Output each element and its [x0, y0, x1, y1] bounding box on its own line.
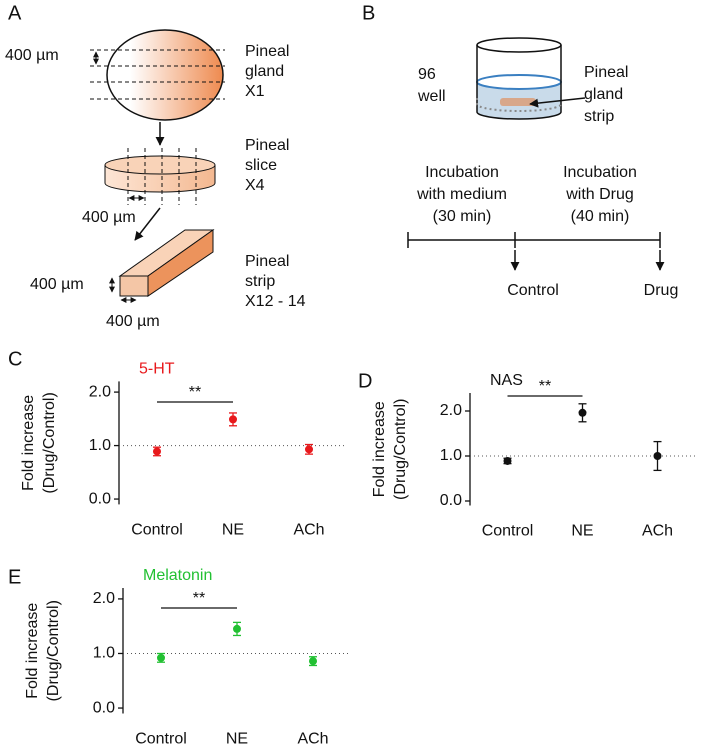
y-axis-label: Fold increase — [24, 603, 41, 699]
data-point — [305, 445, 313, 454]
well-label: well — [417, 88, 446, 105]
significance-label: ** — [189, 384, 201, 401]
slice-label: X4 — [245, 177, 265, 194]
measure-label: 400 µm — [82, 209, 136, 226]
strip-shape — [118, 229, 215, 297]
y-tick-label: 0.0 — [440, 492, 462, 509]
x-tick-label: NE — [226, 731, 248, 748]
slice-label: slice — [245, 157, 277, 174]
liquid-surface — [476, 74, 562, 90]
cut-lines — [127, 148, 197, 205]
measure-label: 400 µm — [5, 47, 59, 64]
data-point — [233, 624, 241, 633]
y-tick-label: 0.0 — [93, 699, 115, 716]
chart-title: NAS — [490, 372, 523, 389]
y-axis-label: (Drug/Control) — [45, 600, 62, 701]
significance-label: ** — [539, 378, 551, 395]
cut-lines — [90, 49, 225, 100]
well-top — [476, 37, 562, 53]
panel-label: E — [8, 566, 21, 588]
x-tick-label: NE — [222, 522, 244, 539]
y-tick-label: 0.0 — [89, 490, 111, 507]
timepoint-label: Control — [507, 282, 559, 299]
y-tick-label: 1.0 — [93, 645, 115, 662]
x-tick-label: Control — [131, 522, 183, 539]
phase-label: (30 min) — [433, 208, 492, 225]
gland-label: gland — [245, 63, 284, 80]
data-point — [503, 456, 512, 465]
phase-label: with Drug — [565, 186, 634, 203]
x-tick-label: ACh — [297, 731, 328, 748]
well-wall — [476, 45, 562, 120]
gland-label: Pineal — [245, 43, 289, 60]
well-label: 96 — [418, 66, 436, 83]
data-point — [653, 452, 662, 460]
panel-label: B — [362, 2, 375, 24]
y-tick-label: 2.0 — [93, 590, 115, 607]
x-tick-label: ACh — [293, 522, 324, 539]
phase-label: (40 min) — [571, 208, 630, 225]
panel-label: D — [358, 370, 372, 392]
x-tick-label: ACh — [642, 523, 673, 540]
strip-in-well — [500, 98, 536, 106]
y-axis-label: Fold increase — [20, 395, 37, 491]
panel-b: B 96 well Pineal gland strip Incubation … — [362, 2, 678, 299]
y-tick-label: 2.0 — [89, 383, 111, 400]
arrow — [529, 97, 586, 108]
x-tick-label: Control — [135, 731, 187, 748]
chart-title: 5-HT — [139, 361, 175, 378]
timeline — [407, 232, 665, 271]
phase-label: Incubation — [563, 164, 637, 181]
data-point — [309, 657, 317, 666]
strip-label: strip — [245, 273, 275, 290]
gland-shape — [106, 29, 224, 121]
well-bottom — [476, 98, 562, 112]
x-tick-label: NE — [571, 523, 593, 540]
panel-label: C — [8, 348, 22, 370]
y-tick-label: 1.0 — [440, 447, 462, 464]
strip-label: X12 - 14 — [245, 293, 306, 310]
significance-label: ** — [193, 590, 205, 607]
y-tick-label: 2.0 — [440, 402, 462, 419]
measure-label: 400 µm — [30, 276, 84, 293]
gland-label: X1 — [245, 83, 265, 100]
strip-label: gland — [584, 86, 623, 103]
measure-label: 400 µm — [106, 313, 160, 330]
strip-label: strip — [584, 108, 614, 125]
arrow — [134, 207, 161, 241]
phase-label: with medium — [416, 186, 507, 203]
data-point — [229, 415, 237, 424]
phase-label: Incubation — [425, 164, 499, 181]
y-axis-label: Fold increase — [371, 401, 388, 497]
panel-label: A — [8, 2, 22, 24]
y-axis-label: (Drug/Control) — [392, 399, 409, 500]
strip-label: Pineal — [584, 64, 628, 81]
chart-title: Melatonin — [143, 567, 212, 584]
panel-a: A 400 µm Pineal gland X1 400 µm Pineal s… — [5, 2, 306, 330]
y-tick-label: 1.0 — [89, 437, 111, 454]
x-tick-label: Control — [482, 523, 534, 540]
slice-top — [104, 155, 216, 175]
y-axis-label: (Drug/Control) — [41, 392, 58, 493]
data-point — [153, 447, 161, 456]
timepoint-label: Drug — [644, 282, 679, 299]
strip-label: Pineal — [245, 253, 289, 270]
data-point — [157, 653, 165, 662]
data-point — [578, 408, 587, 417]
slice-label: Pineal — [245, 137, 289, 154]
